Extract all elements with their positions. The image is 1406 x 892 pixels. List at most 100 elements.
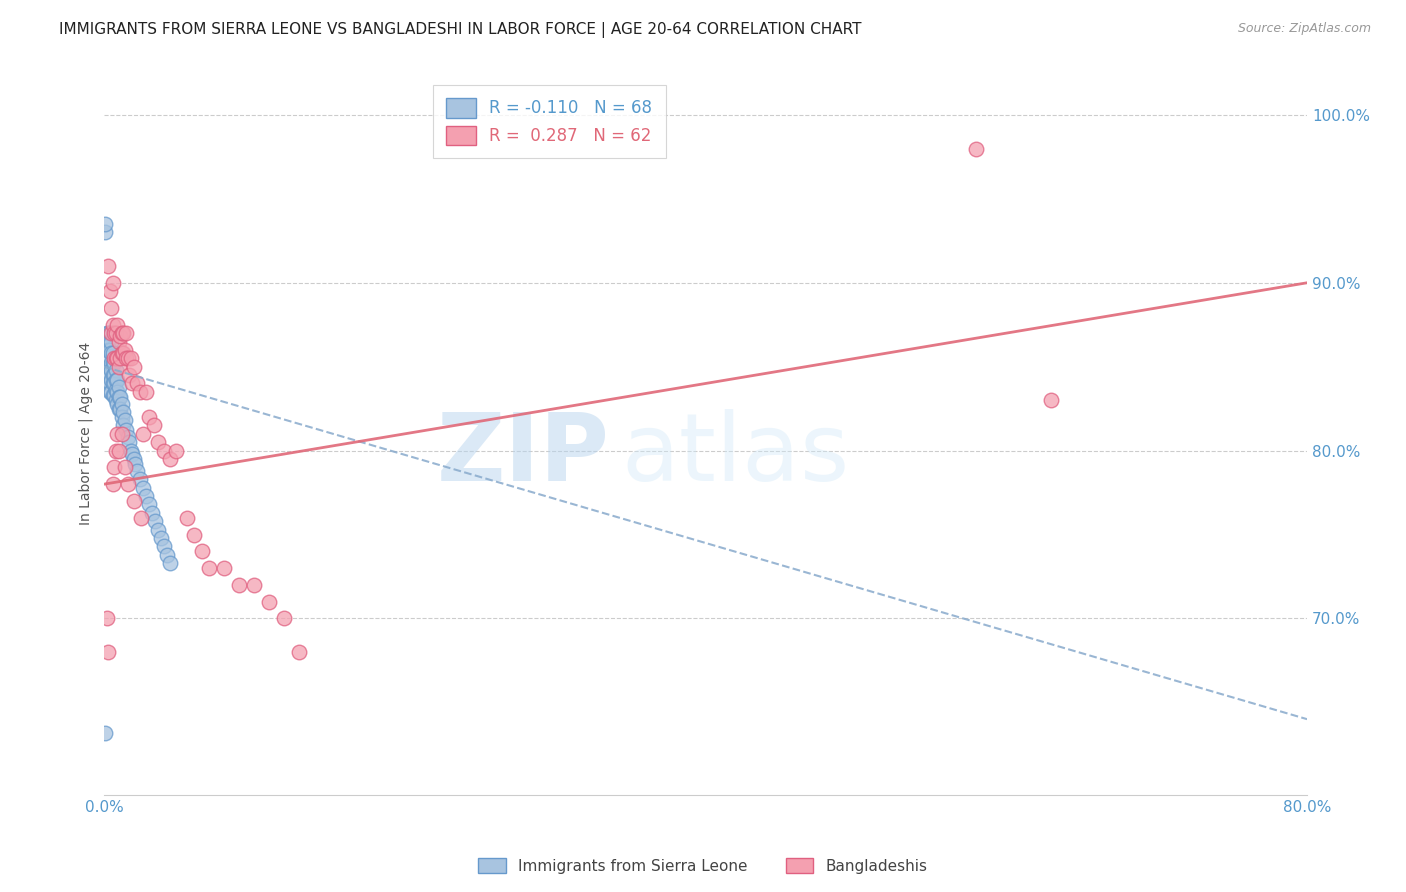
Point: [103, 351, 125, 366]
Point: [259, 595, 281, 609]
Point: [101, 276, 124, 290]
Point: [176, 510, 198, 524]
Point: [111, 346, 134, 360]
Point: [124, 457, 146, 471]
Point: [100, 301, 122, 315]
Point: [107, 318, 129, 332]
Point: [125, 464, 148, 478]
Point: [100, 373, 122, 387]
Point: [97, 368, 120, 383]
Point: [135, 489, 157, 503]
Point: [108, 334, 131, 349]
Point: [101, 368, 124, 383]
Point: [94, 217, 117, 231]
Point: [288, 645, 311, 659]
Point: [96, 343, 118, 357]
Point: [212, 561, 235, 575]
Point: [100, 346, 122, 360]
Point: [111, 426, 134, 441]
Point: [101, 346, 124, 360]
Point: [104, 393, 127, 408]
Point: [108, 390, 131, 404]
Point: [100, 334, 122, 349]
Point: [122, 494, 145, 508]
Point: [118, 368, 141, 383]
Point: [122, 359, 145, 374]
Point: [115, 326, 138, 340]
Point: [153, 443, 176, 458]
Text: IMMIGRANTS FROM SIERRA LEONE VS BANGLADESHI IN LABOR FORCE | AGE 20-64 CORRELATI: IMMIGRANTS FROM SIERRA LEONE VS BANGLADE…: [59, 22, 862, 38]
Point: [129, 384, 152, 399]
Point: [104, 443, 127, 458]
Point: [97, 359, 120, 374]
Point: [115, 351, 138, 366]
Point: [111, 396, 134, 410]
Point: [114, 413, 136, 427]
Point: [228, 578, 250, 592]
Point: [103, 388, 125, 402]
Point: [97, 334, 120, 349]
Point: [112, 418, 135, 433]
Point: [107, 396, 129, 410]
Point: [100, 363, 122, 377]
Point: [101, 356, 124, 370]
Point: [121, 447, 143, 461]
Point: [146, 435, 169, 450]
Point: [165, 443, 187, 458]
Point: [111, 326, 134, 340]
Point: [98, 343, 121, 357]
Point: [110, 329, 132, 343]
Point: [111, 410, 134, 425]
Point: [104, 326, 127, 340]
Point: [97, 645, 120, 659]
Point: [104, 383, 127, 397]
Point: [141, 506, 163, 520]
Point: [138, 410, 160, 425]
Point: [129, 472, 152, 486]
Point: [104, 351, 127, 366]
Point: [98, 284, 121, 298]
Point: [122, 452, 145, 467]
Point: [117, 430, 139, 444]
Point: [98, 368, 121, 383]
Point: [97, 326, 120, 340]
Point: [107, 426, 129, 441]
Point: [103, 356, 125, 370]
Point: [101, 477, 124, 491]
Point: [131, 510, 153, 524]
Point: [108, 380, 131, 394]
Point: [110, 401, 132, 416]
Point: [100, 356, 122, 370]
Point: [114, 460, 136, 475]
Point: [1040, 393, 1063, 408]
Point: [153, 539, 176, 553]
Point: [121, 376, 143, 391]
Point: [107, 373, 129, 387]
Point: [96, 351, 118, 366]
Point: [132, 481, 155, 495]
Point: [138, 497, 160, 511]
Point: [97, 259, 120, 273]
Point: [104, 373, 127, 387]
Point: [103, 376, 125, 391]
Point: [965, 141, 987, 155]
Text: Source: ZipAtlas.com: Source: ZipAtlas.com: [1237, 22, 1371, 36]
Point: [98, 359, 121, 374]
Point: [183, 527, 205, 541]
Point: [156, 548, 179, 562]
Point: [142, 418, 165, 433]
Point: [103, 460, 125, 475]
Point: [107, 351, 129, 366]
Point: [112, 326, 135, 340]
Point: [118, 435, 141, 450]
Point: [115, 424, 138, 438]
Point: [108, 359, 131, 374]
Point: [107, 384, 129, 399]
Point: [98, 326, 121, 340]
Text: atlas: atlas: [621, 409, 849, 501]
Point: [132, 426, 155, 441]
Point: [97, 343, 120, 357]
Text: ZIP: ZIP: [436, 409, 609, 501]
Point: [104, 363, 127, 377]
Point: [120, 443, 142, 458]
